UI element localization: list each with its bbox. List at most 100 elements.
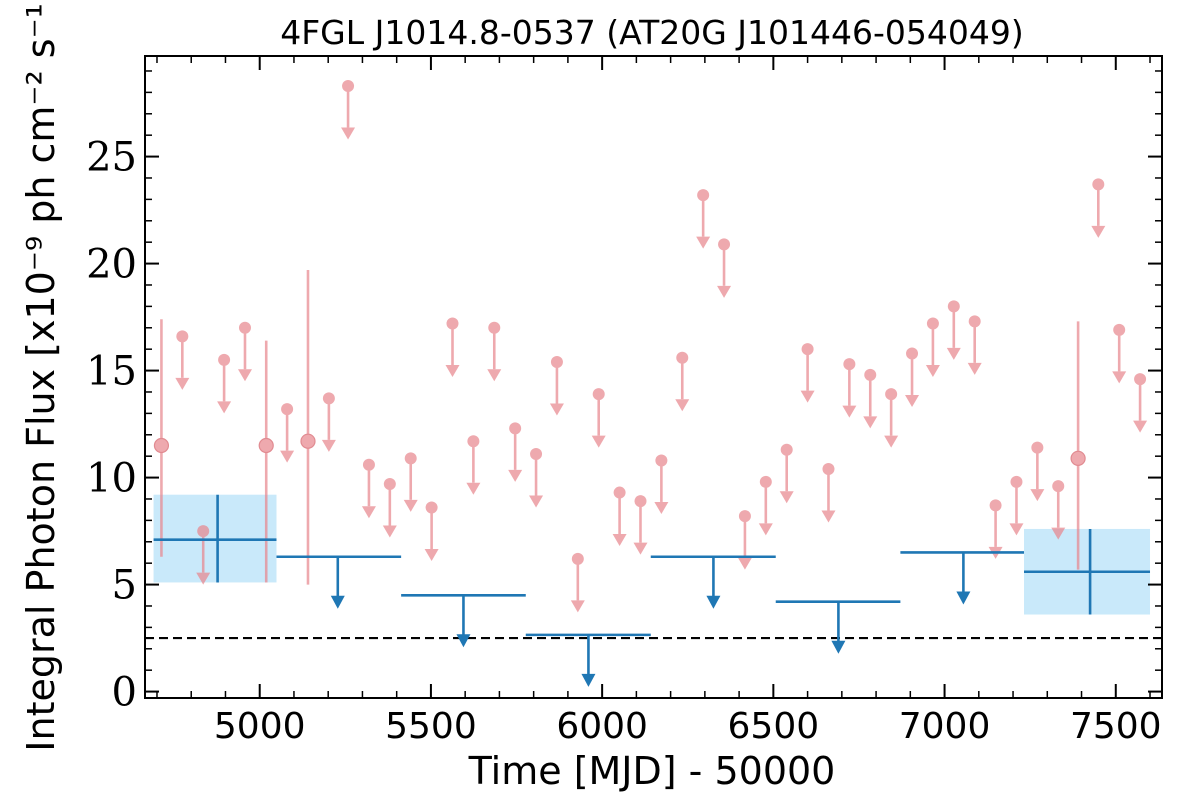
short-upper-limit-arrow xyxy=(217,401,232,414)
y-tick-label: 25 xyxy=(86,135,137,181)
short-upper-limit-point xyxy=(634,495,647,508)
short-upper-limit-31 xyxy=(863,368,878,429)
short-upper-limit-arrow xyxy=(1051,527,1066,540)
long-upper-limit-2 xyxy=(525,633,651,687)
short-upper-limit-1 xyxy=(196,525,211,585)
y-tick-label: 0 xyxy=(112,670,137,716)
short-upper-limit-arrow xyxy=(1030,489,1045,502)
short-upper-limit-arrow xyxy=(967,362,982,375)
short-upper-limit-point xyxy=(613,486,626,499)
short-upper-limit-19 xyxy=(612,486,627,547)
short-upper-limit-18 xyxy=(591,388,606,448)
short-upper-limit-14 xyxy=(508,422,523,482)
short-upper-limit-arrow xyxy=(424,549,439,562)
short-upper-limit-point xyxy=(780,443,793,456)
x-tick-label: 7500 xyxy=(1070,706,1162,747)
long-upper-limit-arrow xyxy=(456,634,471,648)
short-upper-limit-arrow xyxy=(361,506,376,519)
long-upper-limit-1 xyxy=(401,593,526,648)
short-upper-limit-arrow xyxy=(737,557,752,570)
short-upper-limit-10 xyxy=(424,501,439,562)
short-upper-limit-point xyxy=(822,463,835,476)
short-upper-limit-point xyxy=(218,353,231,366)
short-upper-limit-point xyxy=(738,510,751,523)
short-upper-limit-arrow xyxy=(717,285,732,298)
plot-frame xyxy=(144,55,1163,699)
short-upper-limit-point xyxy=(238,321,251,334)
x-tick-label: 7000 xyxy=(899,706,991,747)
short-detection-3 xyxy=(1070,321,1086,570)
short-upper-limit-point xyxy=(550,356,563,369)
short-upper-limit-arrow xyxy=(196,572,211,585)
y-axis-label: Integral Photon Flux [x10⁻⁹ ph cm⁻² s⁻¹] xyxy=(19,0,63,752)
short-upper-limit-point xyxy=(676,351,689,364)
short-upper-limit-arrow xyxy=(633,542,648,555)
long-upper-limit-4 xyxy=(775,600,901,654)
short-upper-limit-arrow xyxy=(779,491,794,504)
short-upper-limit-6 xyxy=(341,79,356,140)
long-upper-limit-arrow xyxy=(581,673,596,687)
short-upper-limit-34 xyxy=(925,317,940,377)
short-upper-limit-arrow xyxy=(821,510,836,523)
short-upper-limit-arrow xyxy=(445,365,460,377)
short-upper-limit-point xyxy=(571,552,584,565)
short-upper-limit-point xyxy=(404,452,417,465)
y-tick-label: 10 xyxy=(86,456,137,502)
short-upper-limit-point xyxy=(322,392,335,405)
short-detection-0 xyxy=(153,319,170,557)
x-tick-label: 5000 xyxy=(214,706,306,747)
long-upper-limit-3 xyxy=(650,555,776,609)
long-upper-limit-0 xyxy=(276,555,402,609)
short-upper-limit-30 xyxy=(842,358,857,418)
short-upper-limit-point xyxy=(467,435,480,448)
short-upper-limit-point xyxy=(968,315,981,328)
short-upper-limit-arrow xyxy=(175,377,190,390)
short-upper-limit-point xyxy=(1092,178,1105,191)
short-upper-limit-arrow xyxy=(758,523,773,536)
short-upper-limit-arrow xyxy=(675,399,690,412)
short-upper-limit-16 xyxy=(549,356,564,416)
short-upper-limit-9 xyxy=(403,452,418,512)
short-upper-limit-5 xyxy=(321,392,336,452)
short-upper-limit-point xyxy=(342,79,355,92)
short-upper-limit-29 xyxy=(821,463,836,523)
short-upper-limit-point xyxy=(989,499,1002,512)
short-upper-limit-point xyxy=(509,422,522,435)
short-upper-limit-22 xyxy=(675,351,690,412)
short-upper-limit-15 xyxy=(529,448,544,508)
long-upper-limit-arrow xyxy=(956,591,971,605)
short-upper-limit-arrow xyxy=(946,347,961,360)
long-detection-1 xyxy=(1024,528,1151,615)
short-upper-limit-point xyxy=(926,317,939,330)
x-tick-label: 6000 xyxy=(556,706,648,747)
short-upper-limit-point xyxy=(906,347,919,360)
short-upper-limit-point xyxy=(488,321,501,334)
long-upper-limit-arrow xyxy=(831,640,846,654)
short-detection-point xyxy=(300,433,316,449)
short-upper-limit-point xyxy=(176,330,189,343)
short-upper-limit-28 xyxy=(800,343,815,403)
short-upper-limit-24 xyxy=(717,238,732,298)
short-upper-limit-3 xyxy=(237,321,252,382)
short-upper-limit-36 xyxy=(967,315,982,375)
x-axis-label: Time [MJD] - 50000 xyxy=(468,749,836,793)
short-upper-limit-arrow xyxy=(237,369,252,382)
chart-title: 4FGL J1014.8-0537 (AT20G J101446-054049) xyxy=(280,13,1024,52)
short-upper-limit-arrow xyxy=(280,450,295,463)
short-upper-limit-point xyxy=(759,475,772,488)
short-upper-limit-arrow xyxy=(591,435,606,448)
short-upper-limit-arrow xyxy=(466,482,481,495)
y-tick-label: 5 xyxy=(112,563,137,609)
long-upper-limit-arrow xyxy=(706,595,721,609)
short-upper-limit-arrow xyxy=(612,534,627,547)
short-upper-limit-8 xyxy=(382,478,397,538)
short-upper-limit-41 xyxy=(1091,178,1106,238)
short-upper-limit-7 xyxy=(361,458,376,519)
short-detection-point xyxy=(1070,450,1086,466)
short-upper-limit-arrow xyxy=(654,501,669,514)
short-upper-limit-point xyxy=(1113,323,1126,336)
short-upper-limit-2 xyxy=(217,353,232,414)
short-upper-limit-arrow xyxy=(487,369,502,382)
short-upper-limit-4 xyxy=(280,403,295,463)
short-upper-limit-arrow xyxy=(842,405,857,418)
